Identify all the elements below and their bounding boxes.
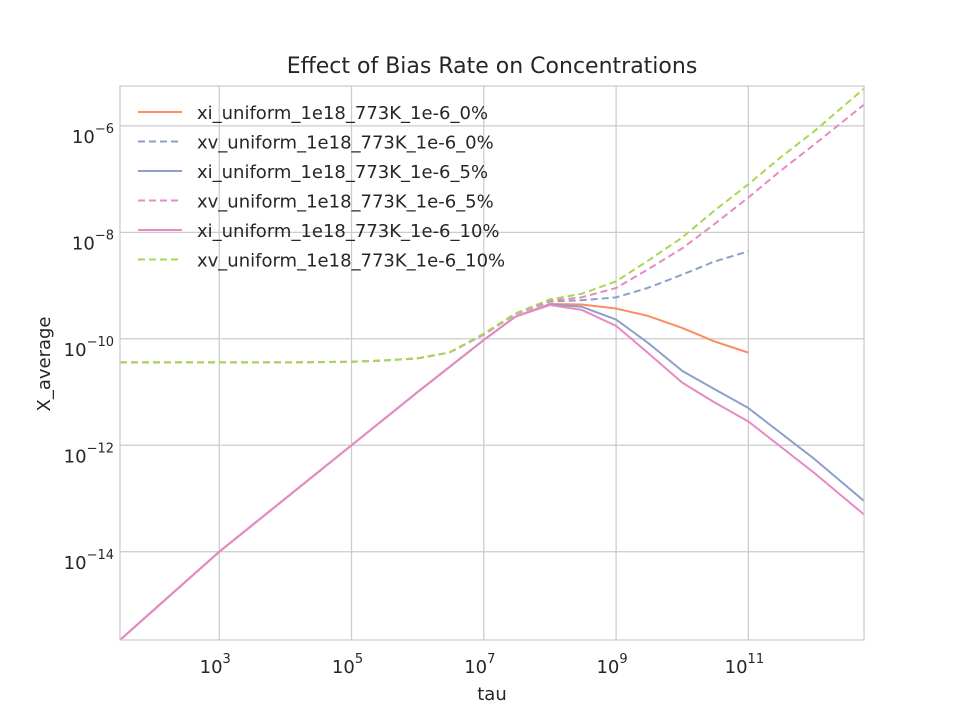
grid xyxy=(120,86,864,640)
y-tick-label: 10−8 xyxy=(72,228,114,254)
y-tick-base: 10 xyxy=(64,553,87,574)
y-tick-exponent: −8 xyxy=(95,228,114,243)
y-tick-label: 10−14 xyxy=(64,548,114,574)
y-tick-base: 10 xyxy=(72,233,95,254)
x-tick-exponent: 3 xyxy=(223,652,231,667)
y-tick-exponent: −6 xyxy=(95,122,114,137)
y-tick-base: 10 xyxy=(64,446,87,467)
y-axis-label: X_average xyxy=(34,316,55,411)
legend-label-6: xv_uniform_1e18_773K_1e-6_10% xyxy=(197,251,505,272)
x-axis-label: tau xyxy=(477,684,507,705)
y-tick-exponent: −10 xyxy=(87,335,114,350)
y-tick-label: 10−12 xyxy=(64,441,114,467)
x-tick-exponent: 9 xyxy=(619,652,627,667)
plot-area xyxy=(120,87,864,640)
y-tick-exponent: −14 xyxy=(87,548,114,563)
x-tick-exponent: 5 xyxy=(355,652,363,667)
legend-label-2: xv_uniform_1e18_773K_1e-6_0% xyxy=(197,133,494,154)
y-tick-base: 10 xyxy=(64,340,87,361)
legend-label-3: xi_uniform_1e18_773K_1e-6_5% xyxy=(197,162,488,183)
y-tick-label: 10−10 xyxy=(64,335,114,361)
legend: xi_uniform_1e18_773K_1e-6_0% xv_uniform_1… xyxy=(138,103,505,272)
y-tick-exponent: −12 xyxy=(87,441,114,456)
legend-label-5: xi_uniform_1e18_773K_1e-6_10% xyxy=(197,221,500,242)
x-tick-exponent: 11 xyxy=(748,652,765,667)
y-tick-label: 10−6 xyxy=(72,122,114,148)
plot-frame xyxy=(119,85,865,641)
chart-title: Effect of Bias Rate on Concentrations xyxy=(287,54,698,79)
x-tick-exponent: 7 xyxy=(487,652,495,667)
series-line-5 xyxy=(120,304,864,640)
legend-label-4: xv_uniform_1e18_773K_1e-6_5% xyxy=(197,192,494,213)
series-line-6 xyxy=(120,87,864,364)
legend-label-1: xi_uniform_1e18_773K_1e-6_0% xyxy=(197,103,488,124)
y-tick-base: 10 xyxy=(72,127,95,148)
x-tick-label: 1011 xyxy=(725,652,764,678)
